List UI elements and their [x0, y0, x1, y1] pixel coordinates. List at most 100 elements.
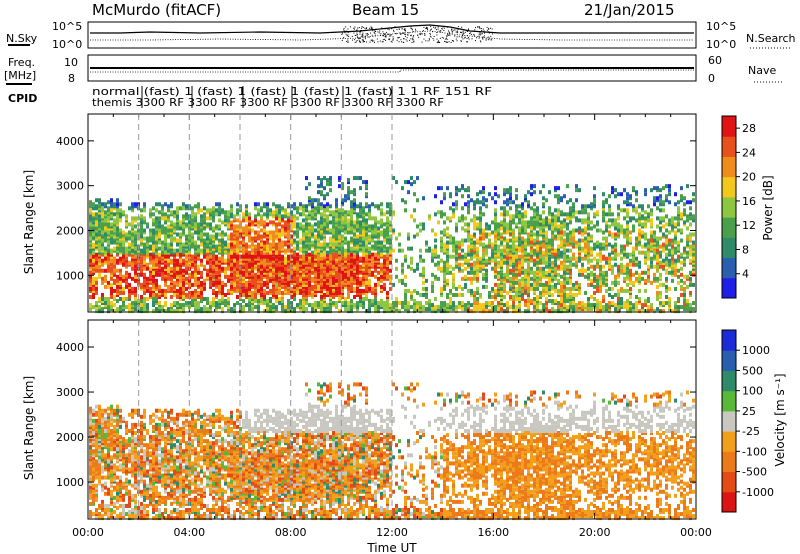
power-cell — [518, 292, 521, 297]
power-cell — [497, 284, 500, 289]
power-cell — [233, 256, 236, 261]
power-cell — [407, 303, 410, 308]
power-cell — [338, 292, 341, 297]
power-cell — [455, 286, 458, 291]
power-cell — [287, 204, 290, 209]
noise-search-line — [90, 30, 694, 41]
power-cell — [491, 252, 494, 257]
power-cell — [530, 232, 533, 237]
power-cell — [353, 230, 356, 235]
power-cell — [524, 268, 527, 273]
power-cell — [344, 268, 347, 273]
power-cell — [344, 278, 347, 283]
noise-dot — [356, 32, 358, 34]
power-cell — [446, 258, 449, 263]
power-cell — [92, 305, 95, 310]
power-cell — [350, 278, 353, 283]
power-cell — [179, 294, 182, 299]
power-cell — [407, 288, 410, 293]
power-cell — [218, 224, 221, 229]
power-cell — [293, 214, 296, 219]
power-cell — [278, 272, 281, 277]
noise-dot — [376, 38, 378, 40]
power-cell — [134, 202, 137, 207]
power-cell — [440, 258, 443, 263]
power-cell — [452, 266, 455, 271]
power-cell — [542, 292, 545, 297]
power-cell — [314, 305, 317, 310]
power-cell — [365, 280, 368, 285]
power-cell — [386, 236, 389, 241]
power-cell — [533, 226, 536, 231]
power-cell — [344, 220, 347, 225]
power-cell — [323, 297, 326, 302]
power-cell — [143, 202, 146, 207]
power-cell — [95, 220, 98, 225]
power-cell — [338, 264, 341, 269]
power-cell — [296, 258, 299, 263]
power-cell — [350, 276, 353, 281]
power-cell — [284, 208, 287, 213]
noise-dot — [446, 37, 448, 39]
power-cell — [293, 280, 296, 285]
power-cell — [134, 278, 137, 283]
power-cell — [185, 212, 188, 217]
power-cell — [260, 276, 263, 281]
power-cell — [218, 262, 221, 267]
power-cell — [389, 305, 392, 310]
power-cell — [353, 280, 356, 285]
noise-dot — [364, 38, 366, 40]
power-cell — [338, 244, 341, 249]
power-cell — [509, 280, 512, 285]
power-cell — [131, 226, 134, 231]
power-cell — [98, 198, 101, 203]
power-cell — [128, 246, 131, 251]
power-cell — [317, 288, 320, 293]
noise-dot — [420, 34, 422, 36]
power-cell — [455, 292, 458, 297]
noise-dot — [482, 28, 484, 30]
power-cell — [527, 202, 530, 207]
power-cell — [476, 246, 479, 251]
power-cell — [188, 301, 191, 306]
power-cell — [251, 258, 254, 263]
power-cell — [497, 230, 500, 235]
power-cell — [527, 252, 530, 257]
power-cell — [452, 214, 455, 219]
power-cell — [101, 218, 104, 223]
power-cell — [179, 305, 182, 310]
power-cell — [350, 280, 353, 285]
power-cell — [482, 303, 485, 308]
power-cell — [314, 236, 317, 241]
power-cell — [233, 262, 236, 267]
power-cell — [137, 228, 140, 233]
power-cell — [92, 258, 95, 263]
power-cell — [194, 216, 197, 221]
power-cell — [293, 292, 296, 297]
power-cell — [335, 258, 338, 263]
power-cell — [359, 301, 362, 306]
power-cell — [305, 290, 308, 295]
power-cell — [89, 234, 92, 239]
power-cell — [329, 236, 332, 241]
power-cell — [506, 210, 509, 215]
power-cell — [95, 232, 98, 237]
power-cell — [179, 278, 182, 283]
power-cell — [512, 242, 515, 247]
power-cell — [464, 202, 467, 207]
power-cell — [122, 246, 125, 251]
power-cell — [434, 262, 437, 267]
power-cell — [422, 258, 425, 263]
power-cell — [113, 264, 116, 269]
noise-dot — [402, 33, 404, 35]
power-cell — [101, 307, 104, 312]
noise-dot — [439, 37, 441, 39]
power-cell — [281, 256, 284, 261]
power-cell — [143, 262, 146, 267]
noise-dot — [420, 32, 422, 34]
power-cell — [323, 264, 326, 269]
power-cell — [176, 252, 179, 257]
power-cell — [236, 254, 239, 259]
power-cell — [533, 220, 536, 225]
power-cell — [494, 242, 497, 247]
